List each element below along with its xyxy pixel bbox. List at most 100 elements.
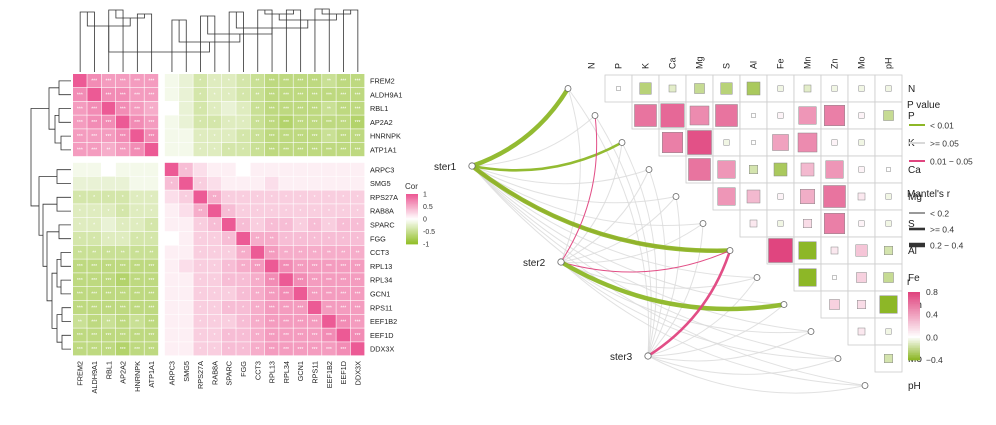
heatmap-cell-annotation: * bbox=[122, 223, 124, 229]
heatmap-cell-annotation: * bbox=[199, 93, 201, 99]
heatmap-cell bbox=[350, 74, 365, 88]
heatmap-cell bbox=[87, 74, 101, 88]
heatmap-cell-annotation: ** bbox=[255, 333, 259, 339]
mantel-variable-node bbox=[645, 166, 653, 173]
heatmap-cell bbox=[293, 176, 308, 190]
heatmap-cell-annotation: * bbox=[242, 134, 244, 140]
heatmap-cell-annotation: * bbox=[328, 195, 330, 201]
heatmap-cell-annotation: *** bbox=[148, 306, 154, 312]
mantel-top-label: P bbox=[614, 63, 624, 69]
dendrogram-branch bbox=[56, 258, 61, 288]
heatmap-cell-annotation: *** bbox=[340, 264, 346, 270]
heatmap-cell-annotation: * bbox=[79, 223, 81, 229]
heatmap-cell bbox=[87, 231, 101, 245]
mantel-row-label: Al bbox=[908, 246, 917, 257]
heatmap-cell bbox=[264, 74, 279, 88]
heatmap-cell bbox=[222, 87, 236, 101]
heatmap-cell bbox=[101, 218, 116, 232]
heatmap-row-label: EEF1D bbox=[370, 331, 394, 340]
heatmap-cell bbox=[293, 314, 308, 328]
heatmap-cell bbox=[336, 143, 351, 157]
heatmap-cell bbox=[73, 176, 87, 190]
heatmap-cell-annotation: ** bbox=[255, 120, 259, 126]
heatmap-cell bbox=[101, 259, 116, 273]
heatmap-legend-swatch bbox=[406, 196, 418, 199]
mantel-cell-marker bbox=[830, 246, 839, 255]
heatmap-cell-annotation: *** bbox=[269, 333, 275, 339]
heatmap-cell-annotation: *** bbox=[77, 306, 83, 312]
dendrogram-branch bbox=[42, 203, 57, 267]
heatmap-cell bbox=[207, 162, 222, 176]
heatmap-cell-annotation: *** bbox=[120, 278, 126, 284]
dendrogram-branch bbox=[30, 108, 49, 207]
heatmap-cell-annotation: * bbox=[199, 250, 201, 256]
heatmap-cell bbox=[264, 162, 279, 176]
heatmap-cell bbox=[207, 129, 222, 143]
heatmap-cell-annotation: *** bbox=[120, 333, 126, 339]
heatmap-row-label: EEF1B2 bbox=[370, 317, 397, 326]
heatmap-cell-annotation: * bbox=[199, 181, 201, 187]
heatmap-cell-annotation: * bbox=[199, 134, 201, 140]
r-legend-swatch bbox=[908, 331, 920, 334]
heatmap-cell bbox=[222, 259, 236, 273]
heatmap-cell bbox=[350, 176, 365, 190]
mantel-variable-node bbox=[726, 247, 734, 254]
heatmap-cell bbox=[130, 259, 144, 273]
heatmap-cell bbox=[250, 190, 265, 204]
heatmap-cell-annotation: *** bbox=[355, 278, 361, 284]
dendrogram-branch bbox=[48, 87, 59, 130]
heatmap-cell-annotation: *** bbox=[269, 93, 275, 99]
heatmap-cell-annotation: *** bbox=[134, 120, 140, 126]
heatmap-cell bbox=[144, 245, 159, 259]
heatmap-cell-annotation: * bbox=[357, 209, 359, 215]
heatmap-cell-annotation: *** bbox=[326, 120, 332, 126]
heatmap-cell bbox=[207, 342, 222, 356]
heatmap-cell-annotation: * bbox=[299, 223, 301, 229]
heatmap-cell-annotation: *** bbox=[312, 120, 318, 126]
r-legend-swatch bbox=[908, 326, 920, 329]
heatmap-row-label: RPL34 bbox=[370, 276, 392, 285]
mantel-cell-marker bbox=[800, 189, 815, 204]
heatmap-cell-annotation: ** bbox=[106, 250, 110, 256]
mantel-cell-marker bbox=[798, 268, 817, 287]
heatmap-cell bbox=[193, 218, 208, 232]
heatmap-cell bbox=[279, 129, 293, 143]
heatmap-cell bbox=[236, 287, 250, 301]
mantel-variable-node bbox=[591, 112, 599, 119]
heatmap-cell bbox=[279, 342, 293, 356]
heatmap-legend-swatch bbox=[406, 216, 418, 219]
heatmap-cell-annotation: ** bbox=[135, 250, 139, 256]
heatmap-cell bbox=[222, 101, 236, 115]
heatmap-cell bbox=[279, 176, 293, 190]
heatmap-cell-annotation: *** bbox=[148, 134, 154, 140]
mantel-link bbox=[469, 163, 733, 253]
heatmap-cell-annotation: *** bbox=[312, 106, 318, 112]
heatmap-cell bbox=[236, 231, 250, 245]
heatmap-cell bbox=[336, 190, 351, 204]
heatmap-cell-annotation: * bbox=[79, 195, 81, 201]
heatmap-legend-tick: -1 bbox=[423, 242, 429, 249]
heatmap-legend-swatch bbox=[406, 204, 418, 206]
heatmap-cell-annotation: ** bbox=[255, 292, 259, 298]
heatmap-cell bbox=[144, 129, 159, 143]
heatmap-cell bbox=[164, 218, 179, 232]
heatmap-cell-annotation: ** bbox=[255, 134, 259, 140]
heatmap-cell-annotation: *** bbox=[297, 347, 303, 353]
mantel-link bbox=[471, 165, 866, 386]
heatmap-cell-annotation: *** bbox=[269, 106, 275, 112]
heatmap-legend-swatch bbox=[406, 195, 418, 197]
heatmap-cell bbox=[179, 259, 193, 273]
heatmap-cell-annotation: * bbox=[242, 79, 244, 85]
heatmap-cell-annotation: * bbox=[214, 278, 216, 284]
heatmap-cell-annotation: ** bbox=[356, 250, 360, 256]
mantel-cell-marker bbox=[858, 139, 865, 146]
heatmap-cell-annotation: ** bbox=[135, 319, 139, 325]
heatmap-cell-annotation: *** bbox=[297, 93, 303, 99]
heatmap-cell-annotation: *** bbox=[106, 93, 112, 99]
r-legend-swatch bbox=[908, 303, 920, 306]
heatmap-cell bbox=[250, 115, 265, 129]
heatmap-cell-annotation: * bbox=[214, 120, 216, 126]
heatmap-cell bbox=[115, 273, 130, 287]
heatmap-cell bbox=[164, 300, 179, 314]
heatmap-cell-annotation: *** bbox=[106, 292, 112, 298]
